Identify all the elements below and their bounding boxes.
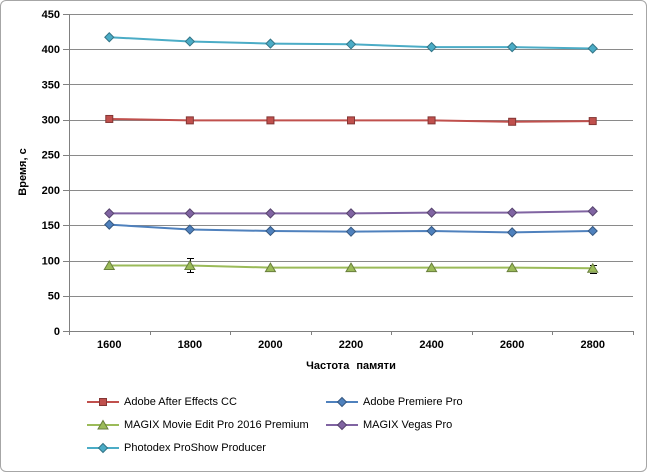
x-tick-label: 2200 [339, 339, 363, 351]
x-tick-label: 2600 [500, 339, 524, 351]
legend-diamond-marker-icon [326, 396, 358, 408]
legend-marker-glyph [97, 419, 109, 430]
data-point-marker [347, 116, 355, 125]
legend-marker-glyph [99, 398, 107, 406]
x-tick-label: 2000 [258, 339, 282, 351]
data-point-marker [345, 208, 357, 219]
data-point-marker [265, 38, 276, 49]
y-axis-tick-labels: 0 50 100 150 200 250 300 350 400 450 [42, 9, 60, 338]
x-tick-label: 2400 [419, 339, 443, 351]
axes [63, 14, 634, 335]
data-point-marker [105, 114, 114, 123]
x-tick-label: 2800 [580, 339, 604, 351]
legend-item-adobe-after-effects-cc: Adobe After Effects CC [87, 395, 326, 409]
y-tick-label: 350 [42, 79, 60, 91]
data-point-marker [264, 262, 277, 273]
data-point-marker [586, 262, 599, 273]
y-tick-label: 250 [42, 150, 60, 162]
series-adobe-premiere-pro [104, 219, 598, 238]
data-point-marker [506, 207, 518, 218]
data-point-marker [184, 224, 196, 235]
data-point-marker [506, 41, 518, 53]
legend-item-magix-movie-edit-pro-2016-premium: MAGIX Movie Edit Pro 2016 Premium [87, 418, 326, 432]
data-point-marker [426, 207, 437, 218]
data-point-marker [425, 262, 438, 273]
data-point-marker [345, 226, 357, 237]
gridlines [69, 14, 633, 297]
y-tick-label: 450 [42, 9, 60, 21]
data-point-marker [103, 260, 116, 270]
y-tick-label: 0 [54, 326, 60, 338]
legend-label: Adobe After Effects CC [124, 396, 237, 408]
legend-marker-glyph [97, 442, 109, 454]
x-axis-title: Частота памяти [306, 360, 396, 372]
legend-item-adobe-premiere-pro: Adobe Premiere Pro [326, 395, 463, 409]
data-point-marker [427, 116, 436, 125]
series-magix-movie-edit-pro-2016-premium [103, 258, 599, 274]
data-point-marker [104, 208, 115, 219]
x-tick-label: 1600 [97, 339, 121, 351]
legend-label: Photodex ProShow Producer [124, 442, 266, 454]
legend-diamond-marker-icon [87, 442, 119, 454]
data-point-marker [426, 41, 437, 53]
legend-marker-glyph [336, 396, 348, 408]
legend-label: MAGIX Movie Edit Pro 2016 Premium [124, 419, 309, 431]
x-axis-tick-labels: 1600 1800 2000 2200 2400 2600 2800 [97, 339, 605, 351]
data-point-marker [587, 206, 598, 217]
data-point-marker [266, 116, 275, 125]
series-magix-vegas-pro [104, 206, 598, 219]
y-tick-label: 200 [42, 185, 60, 197]
y-tick-label: 300 [42, 115, 60, 127]
y-axis-title: Время, с [17, 148, 29, 196]
data-point-marker [426, 225, 437, 237]
data-point-marker [345, 39, 357, 50]
data-point-marker [185, 116, 194, 125]
legend-triangle-marker-icon [87, 419, 119, 430]
data-point-marker [587, 225, 598, 237]
legend-label: Adobe Premiere Pro [363, 396, 463, 408]
data-point-marker [345, 262, 357, 273]
legend: Adobe After Effects CC Adobe Premiere Pro… [87, 395, 463, 455]
data-point-marker [183, 260, 196, 270]
data-point-marker [104, 219, 115, 230]
y-tick-label: 400 [42, 44, 60, 56]
data-point-marker [506, 262, 519, 273]
legend-label: MAGIX Vegas Pro [363, 419, 453, 431]
series-adobe-after-effects-cc [105, 114, 597, 126]
data-point-marker [587, 43, 598, 54]
data-point-marker [265, 208, 276, 219]
legend-square-marker-icon [87, 398, 119, 406]
data-point-marker [508, 117, 517, 126]
y-tick-label: 100 [42, 255, 60, 267]
y-tick-label: 50 [48, 291, 60, 303]
y-tick-label: 150 [42, 220, 60, 232]
data-point-marker [184, 36, 196, 47]
legend-diamond-marker-icon [326, 419, 358, 431]
data-point-marker [265, 225, 276, 237]
series-photodex-proshow-producer [104, 32, 598, 54]
legend-marker-glyph [336, 419, 348, 431]
legend-item-photodex-proshow-producer: Photodex ProShow Producer [87, 441, 326, 455]
x-tick-label: 1800 [178, 339, 202, 351]
data-point-marker [104, 32, 115, 43]
data-point-marker [184, 208, 196, 219]
legend-item-magix-vegas-pro: MAGIX Vegas Pro [326, 418, 463, 432]
data-point-marker [506, 227, 518, 238]
data-point-marker [588, 117, 597, 126]
